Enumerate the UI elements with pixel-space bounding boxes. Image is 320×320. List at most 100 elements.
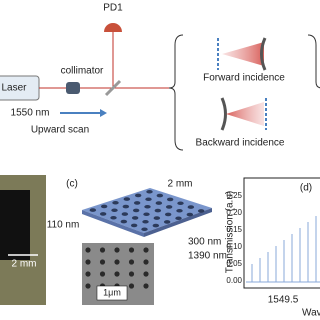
sem-hole: [85, 247, 91, 253]
hole: [111, 208, 118, 213]
brace: [307, 34, 320, 89]
backward-label: Backward incidence: [196, 138, 285, 149]
beam-cone: [226, 102, 264, 126]
y-tick-label: 0.25: [226, 191, 242, 200]
hole: [141, 227, 148, 232]
sem-hole: [128, 247, 135, 253]
sem-hole: [99, 259, 106, 265]
plate-side: [82, 210, 144, 237]
sem-hole: [143, 271, 149, 277]
hole: [145, 197, 152, 202]
sem-hole: [143, 247, 149, 253]
hole: [197, 209, 205, 213]
hole: [186, 212, 194, 217]
period-label: 1390 nm: [188, 251, 227, 262]
hole: [187, 205, 195, 209]
y-tick-label: 0.05: [226, 259, 242, 268]
hole: [130, 223, 138, 228]
sem-hole: [128, 283, 135, 289]
panel-d: (d) Transmission (a.u) 0.250.200.150.100…: [225, 177, 320, 319]
hole: [163, 220, 171, 224]
detector: [104, 23, 122, 32]
hole: [110, 215, 117, 220]
hole: [177, 201, 184, 206]
plate-side: [144, 208, 212, 237]
panel-label: (d): [300, 183, 312, 194]
hole: [142, 219, 149, 224]
sem-hole: [128, 259, 135, 265]
hole: [133, 201, 141, 205]
hole: [164, 212, 172, 217]
plate: [82, 188, 212, 233]
beam-cone: [222, 42, 264, 66]
collimator: [66, 82, 80, 94]
hole: [166, 197, 174, 202]
hole: [143, 212, 150, 217]
y-ticks: 0.25 0.20 0.15 0.10 0.05 0.00: [226, 191, 242, 285]
hole: [131, 216, 139, 220]
scale-label: 2 mm: [12, 259, 37, 270]
detector-label: PD1: [103, 3, 123, 14]
size-label: 2 mm: [168, 179, 193, 190]
thickness-label: 110 nm: [47, 220, 80, 231]
panel-b: 2 mm: [0, 175, 46, 305]
sem-hole: [99, 271, 106, 277]
sem-hole: [114, 271, 120, 277]
hole: [100, 204, 108, 209]
sample-photo: [0, 190, 30, 260]
forward-label: Forward incidence: [203, 73, 285, 84]
sem-hole: [85, 271, 91, 277]
hole: [152, 223, 160, 228]
setup: PD1 Laser collimator 1550 nm Upward scan…: [0, 3, 320, 151]
hole: [120, 219, 128, 224]
x-tick-label: 1549.5: [268, 295, 299, 306]
axes: [243, 177, 320, 289]
sem-hole: [114, 247, 120, 253]
brace: [168, 34, 184, 151]
arrow-head: [100, 109, 107, 117]
collimator-label: collimator: [61, 66, 104, 77]
sem-hole: [114, 259, 120, 265]
hole: [99, 212, 107, 216]
y-tick-label: 0.10: [226, 242, 242, 251]
hole: [123, 197, 131, 201]
sem-hole: [143, 259, 149, 265]
laser-label: Laser: [1, 83, 27, 94]
y-label: Transmission (a.u): [225, 191, 236, 273]
sem-hole: [85, 259, 91, 265]
hole: [121, 212, 129, 216]
splitter: [104, 79, 122, 97]
mirror: [220, 97, 227, 131]
y-tick-label: 0.00: [226, 276, 242, 285]
panel-label: (c): [66, 179, 78, 190]
sem-hole: [128, 271, 135, 277]
x-label: Wavele: [302, 308, 320, 319]
sem-hole: [85, 283, 91, 289]
hole: [153, 216, 161, 220]
hole: [165, 205, 173, 209]
hole: [144, 204, 151, 209]
sem-scale-box: [96, 285, 128, 301]
hole: [154, 208, 162, 213]
holes: [89, 189, 205, 232]
panel-c: (c) 2 mm 110 nm 300 nm 1390 nm 1μm: [47, 179, 227, 305]
hole: [132, 208, 140, 213]
hole: [89, 208, 97, 212]
wavelength: 1550 nm: [11, 108, 50, 119]
hole: [175, 216, 182, 221]
hole: [134, 193, 142, 198]
hole: [122, 204, 130, 209]
scan-label: Upward scan: [31, 125, 89, 136]
hole: [155, 201, 163, 205]
hole: [176, 208, 183, 213]
hole: [112, 200, 119, 205]
mirror: [260, 37, 267, 71]
hole: [146, 189, 153, 194]
spectrum: [246, 216, 320, 283]
sem-scale: 1μm: [103, 287, 121, 297]
y-tick-label: 0.20: [226, 208, 242, 217]
y-tick-label: 0.15: [226, 225, 242, 234]
hole-label: 300 nm: [188, 237, 221, 248]
sem-hole: [143, 283, 149, 289]
